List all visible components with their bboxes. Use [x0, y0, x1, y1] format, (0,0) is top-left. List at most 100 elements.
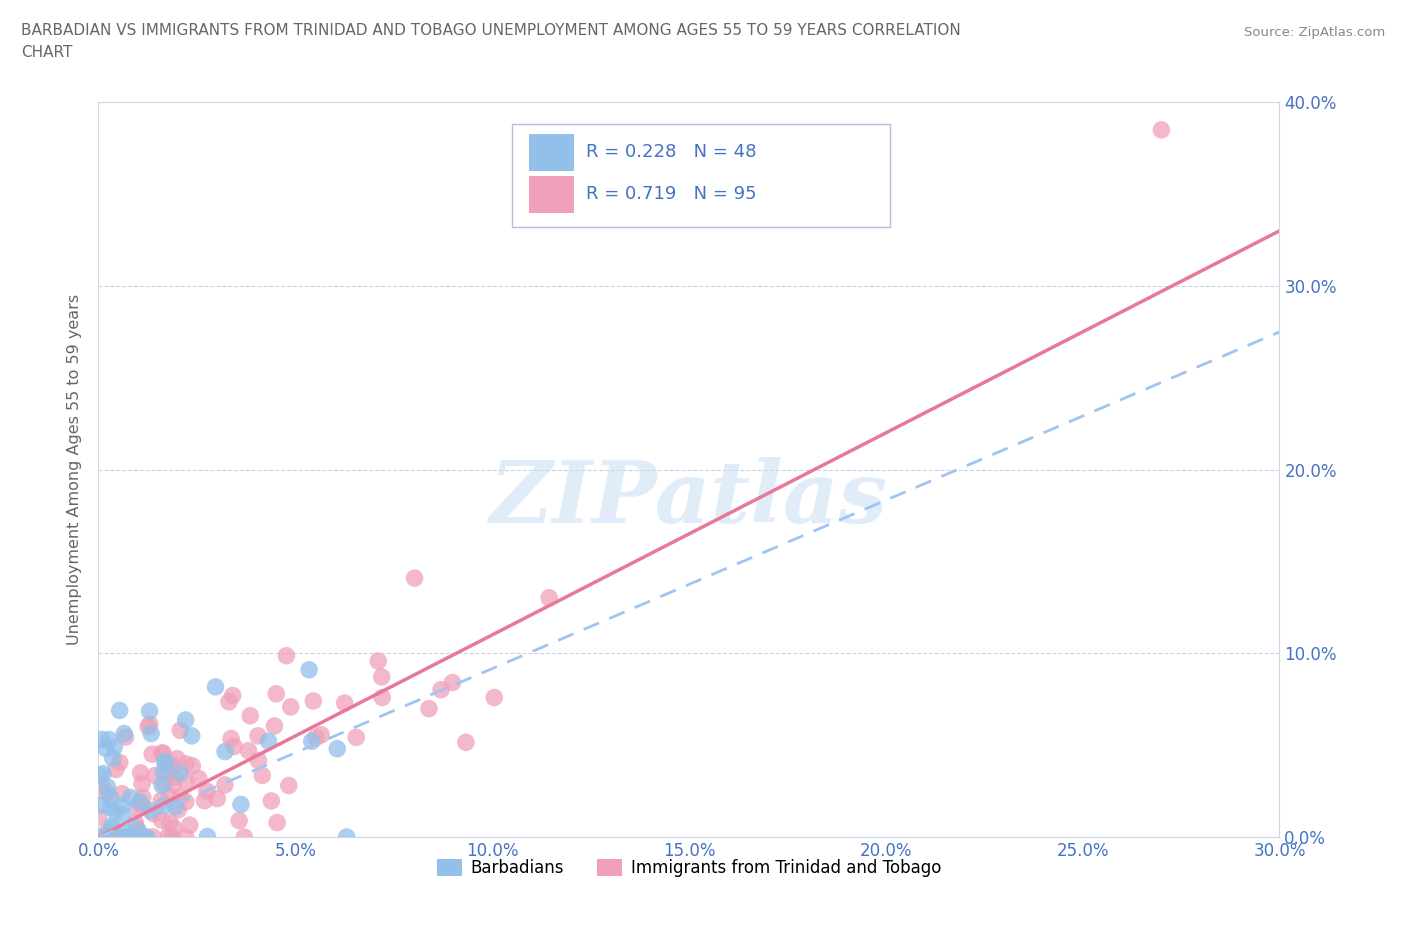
Point	[441, 675, 464, 690]
Point	[136, 719, 159, 734]
Point	[280, 699, 302, 714]
Point	[125, 820, 148, 835]
Point	[121, 830, 143, 844]
Point	[333, 696, 356, 711]
Text: R = 0.719   N = 95: R = 0.719 N = 95	[586, 185, 756, 203]
Point	[143, 768, 166, 783]
Point	[538, 591, 561, 605]
Point	[454, 735, 477, 750]
Point	[276, 648, 298, 663]
Point	[179, 817, 201, 832]
Point	[167, 803, 190, 817]
Point	[115, 830, 138, 844]
Point	[162, 777, 184, 792]
Point	[160, 830, 183, 844]
Point	[152, 746, 174, 761]
Point	[298, 662, 321, 677]
Point	[239, 709, 262, 724]
Point	[219, 731, 242, 746]
Point	[165, 799, 187, 814]
Point	[118, 830, 141, 844]
Point	[104, 804, 127, 818]
Point	[91, 766, 114, 781]
Point	[180, 728, 202, 743]
Point	[263, 719, 285, 734]
Point	[131, 798, 153, 813]
Point	[90, 778, 112, 793]
Point	[94, 741, 117, 756]
Point	[120, 830, 142, 844]
Point	[301, 734, 323, 749]
Point	[159, 815, 181, 830]
Point	[128, 794, 150, 809]
Point	[98, 830, 121, 844]
Point	[120, 790, 142, 805]
Text: ZIPatlas: ZIPatlas	[489, 458, 889, 540]
Point	[91, 830, 114, 844]
Point	[87, 809, 110, 824]
Point	[104, 830, 127, 844]
Point	[111, 807, 134, 822]
Point	[260, 793, 283, 808]
Point	[152, 798, 174, 813]
Point	[204, 680, 226, 695]
Point	[108, 755, 131, 770]
Point	[128, 824, 150, 839]
FancyBboxPatch shape	[530, 134, 575, 170]
Point	[135, 830, 157, 844]
Point	[367, 654, 389, 669]
Legend: Barbadians, Immigrants from Trinidad and Tobago: Barbadians, Immigrants from Trinidad and…	[430, 852, 948, 883]
Point	[229, 797, 252, 812]
Point	[150, 777, 173, 792]
Point	[108, 703, 131, 718]
Point	[155, 758, 177, 773]
Point	[132, 790, 155, 805]
Point	[207, 791, 229, 806]
Point	[197, 830, 219, 844]
Point	[150, 793, 173, 808]
Point	[114, 730, 136, 745]
Point	[344, 730, 367, 745]
Point	[139, 717, 162, 732]
Point	[94, 830, 117, 844]
Point	[114, 825, 136, 840]
Point	[160, 764, 183, 778]
Point	[131, 830, 153, 844]
Point	[111, 798, 134, 813]
Point	[174, 830, 197, 844]
Point	[98, 732, 121, 747]
Point	[174, 794, 197, 809]
Point	[124, 816, 146, 830]
Point	[370, 670, 392, 684]
Point	[169, 765, 191, 780]
Point	[152, 764, 174, 779]
Text: R = 0.228   N = 48: R = 0.228 N = 48	[586, 143, 756, 161]
Point	[104, 762, 127, 777]
Point	[238, 743, 260, 758]
Point	[169, 790, 191, 804]
Point	[266, 815, 288, 830]
Point	[228, 813, 250, 828]
Point	[142, 830, 165, 844]
Point	[163, 820, 186, 835]
Point	[326, 741, 349, 756]
Point	[404, 571, 426, 586]
Point	[174, 756, 197, 771]
Point	[101, 820, 124, 835]
Point	[131, 777, 153, 791]
Point	[247, 728, 270, 743]
Point	[371, 690, 394, 705]
Point	[97, 823, 120, 838]
Point	[101, 751, 124, 765]
Point	[142, 806, 165, 821]
Point	[157, 828, 180, 843]
Point	[484, 690, 506, 705]
Point	[187, 771, 209, 786]
Point	[233, 830, 256, 844]
FancyBboxPatch shape	[530, 176, 575, 213]
Text: CHART: CHART	[21, 45, 73, 60]
Point	[100, 790, 122, 805]
Point	[90, 798, 112, 813]
Point	[218, 695, 240, 710]
Point	[153, 754, 176, 769]
